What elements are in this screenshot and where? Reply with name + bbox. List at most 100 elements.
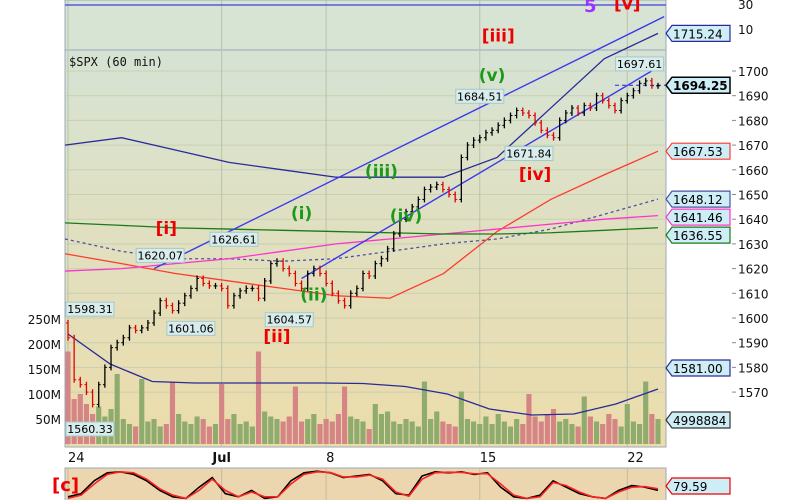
overlay-value-tag-box bbox=[665, 208, 731, 226]
price-bar bbox=[109, 344, 114, 371]
volume-bar bbox=[600, 424, 606, 444]
volume-bar bbox=[188, 424, 194, 444]
price-bar bbox=[477, 134, 482, 144]
volume-bar bbox=[305, 419, 311, 444]
volume-bar bbox=[145, 421, 151, 444]
volume-bar bbox=[587, 416, 593, 444]
price-tick-label: 1600 bbox=[738, 312, 769, 326]
volume-bar bbox=[557, 421, 563, 444]
price-callout-box bbox=[264, 312, 314, 328]
top-panel bbox=[64, 0, 667, 51]
price-bar bbox=[410, 203, 415, 215]
volume-bar bbox=[200, 419, 206, 444]
volume-last-tag: 4998884 bbox=[673, 414, 726, 428]
volume-bar bbox=[329, 421, 335, 444]
price-callout: 1598.31 bbox=[67, 303, 113, 316]
price-bar bbox=[195, 275, 200, 292]
volume-bar bbox=[391, 421, 397, 444]
overlay-value-tag-box bbox=[665, 190, 731, 208]
wave-label: (iv) bbox=[390, 207, 422, 227]
price-callout: 1601.06 bbox=[168, 322, 214, 335]
top-tick-10: 10 bbox=[738, 23, 753, 37]
volume-bar bbox=[323, 419, 329, 444]
volume-bar bbox=[243, 421, 249, 444]
price-bar bbox=[342, 297, 347, 309]
volume-bar bbox=[538, 421, 544, 444]
date-tick-label: 15 bbox=[480, 451, 497, 466]
price-bar bbox=[84, 381, 89, 396]
price-callout-box bbox=[504, 146, 554, 162]
price-bar bbox=[152, 310, 157, 326]
channel-trendline bbox=[301, 62, 665, 280]
volume-ma-tag: 1581.00 bbox=[673, 362, 723, 376]
volume-bar bbox=[495, 414, 501, 444]
price-bar bbox=[520, 107, 525, 116]
volume-bar bbox=[501, 421, 507, 444]
price-bar bbox=[594, 92, 599, 112]
price-bar bbox=[287, 265, 292, 277]
price-bar bbox=[656, 82, 660, 89]
price-callout-box bbox=[65, 421, 115, 437]
volume-tick-label: 50M bbox=[35, 413, 61, 427]
price-bar bbox=[545, 127, 550, 139]
price-bar bbox=[490, 127, 495, 136]
price-tick-label: 1690 bbox=[738, 90, 769, 104]
price-bar bbox=[619, 97, 624, 114]
price-tick-label: 1630 bbox=[738, 238, 769, 252]
overlay-value-tag: 1667.53 bbox=[673, 145, 723, 159]
volume-bar bbox=[212, 424, 219, 444]
price-bar bbox=[514, 107, 519, 119]
volume-bar bbox=[182, 421, 188, 444]
volume-bar bbox=[378, 414, 385, 444]
wave-label: (v) bbox=[479, 66, 506, 86]
volume-bar bbox=[354, 419, 360, 444]
price-bar bbox=[299, 280, 304, 292]
volume-bar bbox=[397, 424, 403, 444]
price-bar bbox=[637, 80, 642, 94]
price-bar bbox=[428, 184, 433, 193]
wave-label: [v] bbox=[614, 0, 641, 14]
volume-bar bbox=[514, 419, 520, 444]
volume-bar bbox=[385, 411, 391, 444]
chart-title: $SPX (60 min) bbox=[69, 55, 163, 69]
price-bar bbox=[361, 270, 365, 292]
volume-bar bbox=[532, 416, 538, 444]
price-bar bbox=[219, 282, 224, 292]
volume-tick-label: 100M bbox=[28, 388, 61, 402]
volume-bar bbox=[139, 379, 145, 444]
oscillator-value-tag: 79.59 bbox=[673, 480, 707, 494]
top-tick-30: 30 bbox=[738, 0, 753, 12]
price-bar bbox=[385, 245, 390, 262]
volume-bar bbox=[77, 394, 83, 444]
price-bar bbox=[600, 92, 605, 104]
price-bar bbox=[66, 319, 70, 341]
volume-bar bbox=[225, 419, 231, 444]
oscillator-value-tag-box bbox=[665, 477, 731, 495]
price-bar bbox=[496, 122, 501, 134]
price-tick-label: 1700 bbox=[738, 65, 769, 79]
overlay-value-tag: 1641.46 bbox=[673, 211, 723, 225]
price-callout: 1697.61 bbox=[617, 58, 663, 71]
price-bar bbox=[563, 110, 568, 124]
volume-bar bbox=[366, 429, 372, 444]
price-bar bbox=[238, 287, 243, 299]
price-bar bbox=[569, 105, 574, 116]
wave-label: [i] bbox=[156, 219, 177, 239]
price-bar bbox=[170, 302, 175, 314]
price-bar bbox=[176, 300, 181, 314]
price-bar bbox=[404, 208, 409, 223]
price-bar bbox=[121, 334, 126, 346]
date-tick-label: Jul bbox=[211, 451, 231, 466]
price-bar bbox=[324, 270, 329, 287]
price-bar bbox=[557, 117, 562, 141]
wave-label: [iv] bbox=[519, 165, 551, 185]
price-bar bbox=[440, 181, 445, 193]
wave-label: (i) bbox=[291, 204, 312, 224]
price-bar bbox=[576, 105, 581, 116]
volume-tick-label: 250M bbox=[28, 313, 61, 327]
price-bar bbox=[643, 77, 648, 87]
price-bar bbox=[133, 324, 138, 334]
price-bar bbox=[182, 292, 187, 307]
price-callout: 1671.84 bbox=[506, 148, 552, 161]
